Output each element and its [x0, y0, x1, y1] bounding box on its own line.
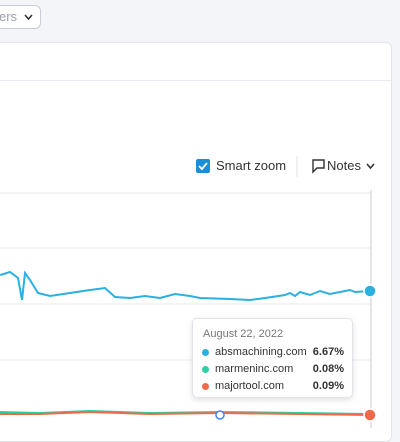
series-line [0, 270, 371, 302]
smart-zoom-label[interactable]: Smart zoom [216, 158, 287, 173]
legend-dot [202, 366, 209, 373]
tooltip: August 22, 2022 absmachining.com 6.67% mar… [192, 318, 353, 398]
tooltip-row: majortool.com 0.09% [202, 380, 344, 394]
tooltip-row: absmachining.com 6.67% [202, 346, 344, 360]
chart [0, 156, 377, 428]
domain-label: majortool.com [215, 380, 285, 392]
point [363, 408, 377, 422]
event-icon[interactable] [215, 410, 225, 420]
domain-label: marmeninc.com [215, 363, 294, 375]
divider [0, 80, 391, 81]
page: ers Smart zoom Notes August 22, 2022 abs… [0, 5, 392, 442]
checkbox[interactable] [196, 159, 210, 173]
value-label: 6.67% [312, 346, 344, 358]
chevron [24, 14, 33, 21]
value-label: 0.09% [312, 380, 344, 392]
tooltip-row: marmeninc.com 0.08% [202, 363, 344, 377]
tooltip-date: August 22, 2022 [203, 328, 284, 340]
value-label: 0.08% [312, 363, 344, 375]
notes-button[interactable]: Notes [327, 158, 361, 173]
point [363, 284, 377, 298]
series-line [0, 410, 371, 416]
domain-label: absmachining.com [215, 346, 307, 358]
legend-dot [202, 383, 209, 390]
dropdown[interactable]: ers [0, 5, 41, 29]
notes-icon [312, 159, 325, 174]
legend-dot [202, 349, 209, 356]
dropdown-label: ers [0, 9, 18, 24]
